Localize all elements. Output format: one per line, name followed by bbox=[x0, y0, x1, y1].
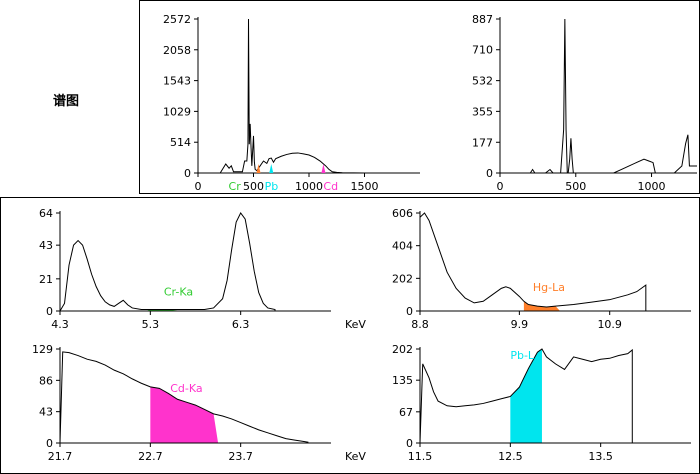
section-label: 谱图 bbox=[53, 94, 80, 109]
cd-window-x-tick-label: 22.7 bbox=[138, 450, 163, 463]
cd-window-y-tick-label: 86 bbox=[39, 374, 53, 387]
overview-left-element-label: Cr bbox=[229, 180, 242, 193]
hg-window-y-tick-label: 202 bbox=[392, 272, 413, 285]
hg-window-x-tick-label: 10.9 bbox=[597, 318, 622, 331]
cd-window-x-axis-label: KeV bbox=[345, 450, 366, 463]
hg-window-peak-fill bbox=[523, 301, 561, 311]
overview-right-y-tick-label: 710 bbox=[472, 44, 493, 57]
pb-window-x-tick-label: 11.5 bbox=[408, 450, 433, 463]
overview-right-y-tick-label: 532 bbox=[472, 75, 493, 88]
cd-window-y-tick-label: 129 bbox=[32, 343, 53, 356]
pb-window-x-tick-label: 13.5 bbox=[588, 450, 613, 463]
overview-left-y-tick-label: 0 bbox=[184, 167, 191, 180]
cd-window-y-tick-label: 43 bbox=[39, 406, 53, 419]
overview-left-y-tick-label: 2572 bbox=[163, 13, 191, 26]
pb-window-spectrum-line bbox=[419, 348, 633, 444]
overview-right-y-tick-label: 355 bbox=[472, 105, 493, 118]
cd-window-spectrum-line bbox=[59, 351, 309, 444]
cr-window-y-tick-label: 0 bbox=[46, 305, 53, 318]
cr-window-x-tick-label: 4.3 bbox=[51, 318, 69, 331]
pb-window-y-tick-label: 135 bbox=[392, 374, 413, 387]
overview-left-x-tick-label: 1000 bbox=[295, 180, 323, 193]
cr-window-peak-label: Cr-Ka bbox=[164, 286, 193, 299]
hg-window-x-tick-label: 9.9 bbox=[511, 318, 529, 331]
hg-window-y-tick-label: 404 bbox=[392, 240, 413, 253]
overview-left-element-label: Cd bbox=[323, 180, 338, 193]
overview-right-y-tick-label: 887 bbox=[472, 13, 493, 26]
cd-window-peak-fill bbox=[150, 386, 219, 443]
hg-window-spectrum-line bbox=[419, 212, 647, 311]
pb-window-y-tick-label: 0 bbox=[406, 437, 413, 450]
element-windows-panel bbox=[0, 197, 700, 474]
overview-right-x-tick-label: 1000 bbox=[638, 180, 666, 193]
cr-window-x-tick-label: 6.3 bbox=[232, 318, 250, 331]
overview-right-y-tick-label: 0 bbox=[486, 167, 493, 180]
overview-left-x-tick-label: 500 bbox=[243, 180, 264, 193]
overview-left-y-tick-label: 1029 bbox=[163, 105, 191, 118]
cr-window-x-tick-label: 5.3 bbox=[142, 318, 160, 331]
hg-window-peak-label: Hg-La bbox=[533, 281, 565, 294]
overview-right-x-tick-label: 500 bbox=[565, 180, 586, 193]
overview-left-y-tick-label: 1543 bbox=[163, 75, 191, 88]
pb-window-y-tick-label: 67 bbox=[399, 406, 413, 419]
overview-right-x-tick-label: 0 bbox=[497, 180, 504, 193]
cr-window-x-axis-label: KeV bbox=[345, 318, 366, 331]
overview-right-y-tick-label: 177 bbox=[472, 136, 493, 149]
overview-left-element-label: Pb bbox=[265, 180, 279, 193]
overview-left-spectrum-line bbox=[219, 18, 365, 174]
overview-left-x-tick-label: 1500 bbox=[351, 180, 379, 193]
hg-window-y-tick-label: 606 bbox=[392, 207, 413, 220]
overview-left-element-marker bbox=[256, 164, 261, 173]
hg-window-y-tick-label: 0 bbox=[406, 305, 413, 318]
cr-window-y-tick-label: 64 bbox=[39, 207, 53, 220]
pb-window-y-tick-label: 202 bbox=[392, 343, 413, 356]
overview-left-element-marker bbox=[269, 164, 274, 173]
overview-left-y-tick-label: 2058 bbox=[163, 44, 191, 57]
overview-left-element-marker bbox=[321, 164, 326, 173]
hg-window-x-tick-label: 8.8 bbox=[411, 318, 429, 331]
cr-window-y-tick-label: 43 bbox=[39, 239, 53, 252]
pb-window-x-tick-label: 12.5 bbox=[498, 450, 523, 463]
cd-window-x-tick-label: 23.7 bbox=[228, 450, 253, 463]
cr-window-spectrum-line bbox=[59, 212, 276, 312]
cd-window-peak-label: Cd-Ka bbox=[170, 382, 202, 395]
cr-window-y-tick-label: 21 bbox=[39, 273, 53, 286]
cd-window-x-tick-label: 21.7 bbox=[48, 450, 73, 463]
overview-right-spectrum-line bbox=[529, 18, 697, 174]
overview-left-x-tick-label: 0 bbox=[195, 180, 202, 193]
pb-window-peak-fill bbox=[510, 349, 542, 443]
cd-window-y-tick-label: 0 bbox=[46, 437, 53, 450]
pb-window-peak-label: Pb-L bbox=[510, 349, 535, 362]
overview-left-y-tick-label: 514 bbox=[170, 136, 191, 149]
